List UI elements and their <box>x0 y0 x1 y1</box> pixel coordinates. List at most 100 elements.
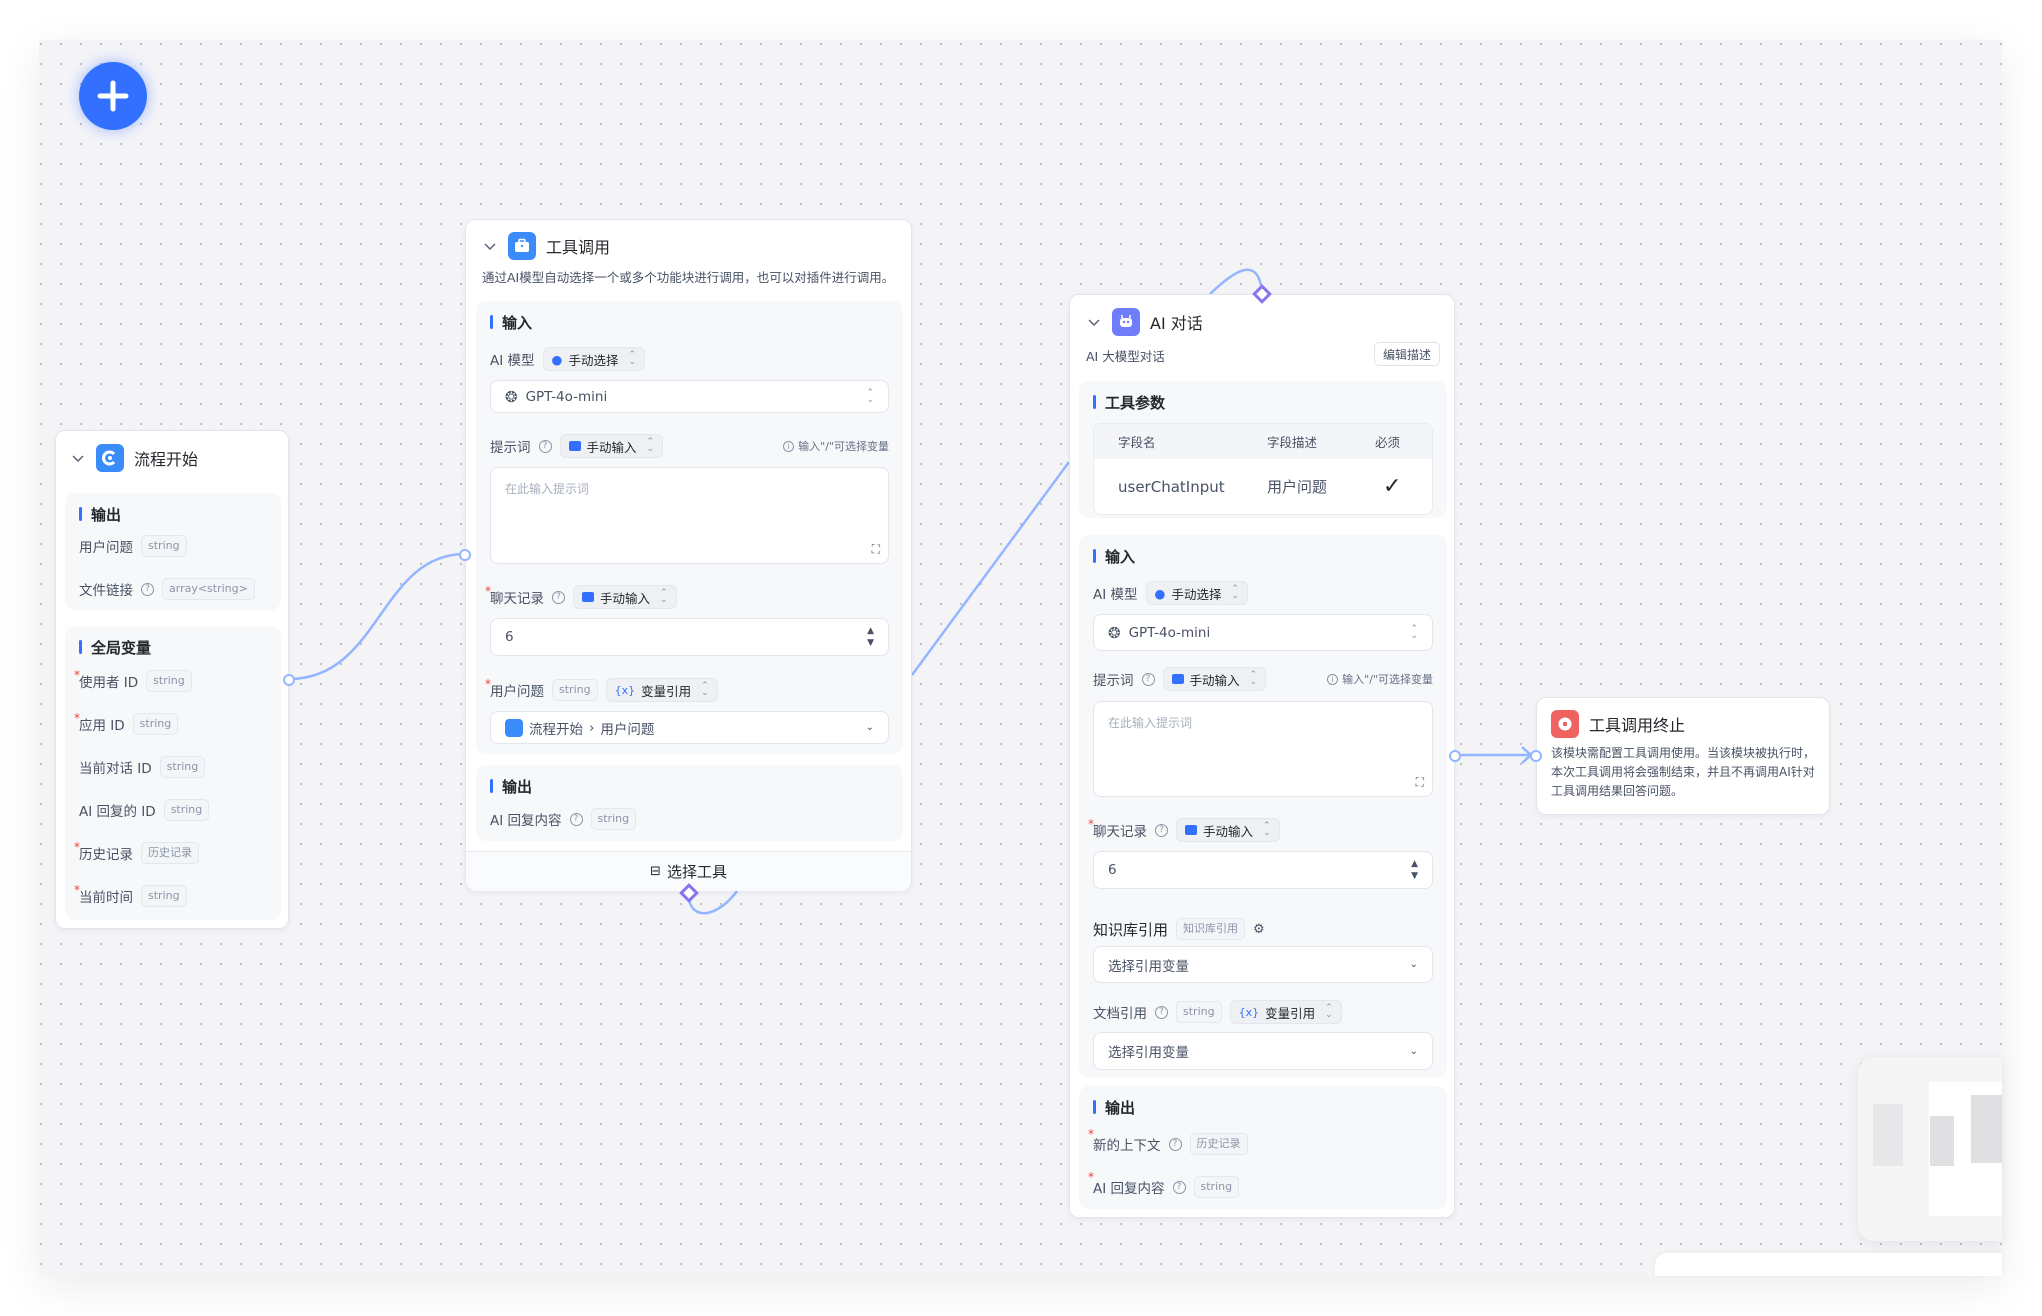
history-number-input[interactable]: 6 ▲ ▼ <box>490 618 889 656</box>
bottom-panel <box>1655 1253 2002 1276</box>
question-reference-select[interactable]: 流程开始 › 用户问题 ⌄ <box>490 711 889 744</box>
minimap[interactable] <box>1858 1057 2002 1241</box>
stepper-icon[interactable]: ▲ ▼ <box>1411 859 1418 881</box>
chevron-down-icon[interactable] <box>482 238 498 254</box>
settings-icon[interactable]: ⚙ <box>1253 921 1265 937</box>
type-tag: string <box>552 679 598 701</box>
output-section: 输出 用户问题 string 文件链接? array<string> <box>65 493 281 610</box>
flow-start-icon <box>96 444 124 472</box>
expand-icon[interactable]: ⛶ <box>871 542 880 556</box>
column-header: 字段名 <box>1118 435 1156 450</box>
text-input-icon <box>1171 674 1184 684</box>
start-node-header: 流程开始 <box>70 443 198 473</box>
help-icon[interactable]: ? <box>569 812 583 826</box>
knowledge-select[interactable]: 选择引用变量 ⌄ <box>1093 946 1433 983</box>
global-var-item: 当前对话 ID string <box>79 753 267 781</box>
robot-icon <box>1112 308 1140 336</box>
column-header: 字段描述 <box>1267 435 1318 450</box>
tool-input-handle[interactable] <box>459 549 471 561</box>
help-icon[interactable]: ? <box>538 439 552 453</box>
pill-label: 手动输入 <box>586 439 637 455</box>
knowledge-row: 知识库引用 知识库引用 ⚙ <box>1093 915 1433 943</box>
model-mode-select[interactable]: ● 手动选择 ⌃ ⌄ <box>542 347 645 371</box>
variable-icon: {x} <box>614 683 636 697</box>
item-label: 应用 ID <box>79 718 125 734</box>
history-row: 聊天记录? 手动输入 ⌃⌄ <box>1088 816 1433 844</box>
input-section: 输入 AI 模型 ● 手动选择 ⌃ ⌄ ❂ GPT-4o-mini ⌃ ⌄ 提示词? 手动输… <box>1079 535 1447 1078</box>
add-node-button[interactable] <box>79 62 147 130</box>
tool-call-end-node[interactable]: 工具调用终止 该模块需配置工具调用使用。当该模块被执行时，本次工具调用将会强制结… <box>1530 697 1830 815</box>
output-item: 用户问题 string <box>79 530 267 562</box>
sort-icon: ⌃ ⌄ <box>1249 670 1258 687</box>
hint-text: 输入"/"可选择变量 <box>1342 673 1433 686</box>
placeholder: 在此输入提示词 <box>1108 716 1193 730</box>
help-icon[interactable]: ? <box>1172 1180 1186 1194</box>
output-section: 输出 新的上下文? 历史记录 AI 回复内容? string <box>1079 1086 1447 1209</box>
question-mode-select[interactable]: {x} 变量引用 ⌃ ⌄ <box>605 678 718 702</box>
prompt-mode-select[interactable]: 手动输入 ⌃ ⌄ <box>1162 667 1267 691</box>
section-title: 工具参数 <box>1093 391 1433 413</box>
number-input-icon <box>582 592 594 602</box>
type-tag: string <box>1193 1176 1240 1198</box>
history-mode-select[interactable]: 手动输入 ⌃ ⌄ <box>573 585 677 609</box>
help-icon[interactable]: ? <box>1155 823 1168 837</box>
edit-description-button[interactable]: 编辑描述 <box>1373 342 1440 366</box>
stepper-icon[interactable]: ▲ ▼ <box>867 626 874 648</box>
type-tag: 知识库引用 <box>1176 918 1246 940</box>
prompt-textarea[interactable]: 在此输入提示词 ⛶ <box>1093 701 1433 797</box>
input-section: 输入 AI 模型 ● 手动选择 ⌃ ⌄ ❂ GPT-4o-mini ⌃ ⌄ 提示词? 手动输… <box>476 301 903 754</box>
label: 提示词 <box>1093 673 1134 689</box>
pill-label: 手动选择 <box>568 352 619 368</box>
help-icon[interactable]: ? <box>552 590 565 604</box>
sort-icon: ⌃ ⌄ <box>646 437 655 454</box>
help-icon[interactable]: ? <box>141 582 154 596</box>
type-tag: string <box>146 670 192 692</box>
history-mode-select[interactable]: 手动输入 ⌃ ⌄ <box>1176 818 1280 842</box>
robot-icon: ● <box>1154 585 1166 601</box>
doc-select[interactable]: 选择引用变量 ⌄ <box>1093 1032 1433 1070</box>
hint-text: 输入"/"可选择变量 <box>798 440 889 453</box>
number-value: 6 <box>1108 862 1117 878</box>
text-input-icon <box>568 441 581 451</box>
prompt-mode-select[interactable]: 手动输入 ⌃ ⌄ <box>559 434 664 458</box>
pill-label: 手动选择 <box>1171 586 1222 602</box>
workflow-canvas[interactable] <box>39 40 2002 1276</box>
ai-chat-node[interactable]: AI 对话 AI 大模型对话 编辑描述 工具参数 字段名 字段描述 必须 use… <box>1069 284 1461 1218</box>
select-placeholder: 选择引用变量 <box>1108 1045 1189 1061</box>
minimap-node <box>1873 1104 1903 1166</box>
help-icon[interactable]: ? <box>1155 1005 1168 1019</box>
check-icon: ✓ <box>1383 474 1402 499</box>
type-tag: 历史记录 <box>141 842 199 864</box>
item-label: 文件链接 <box>79 583 133 599</box>
tool-call-node[interactable]: 工具调用 通过AI模型自动选择一个或多个功能块进行调用，也可以对插件进行调用。 … <box>459 219 912 903</box>
model-select[interactable]: ❂ GPT-4o-mini ⌃ ⌄ <box>490 380 889 413</box>
sort-icon: ⌃ ⌄ <box>1231 584 1239 601</box>
end-input-handle[interactable] <box>1530 750 1542 762</box>
chevron-down-icon[interactable] <box>70 450 86 466</box>
chevron-down-icon[interactable] <box>1086 314 1102 330</box>
history-number-input[interactable]: 6 ▲ ▼ <box>1093 851 1433 889</box>
model-value: GPT-4o-mini <box>1128 624 1211 641</box>
doc-mode-select[interactable]: {x} 变量引用 ⌃ ⌄ <box>1229 1000 1342 1024</box>
start-output-handle[interactable] <box>283 674 295 686</box>
button-label: 选择工具 <box>666 863 727 881</box>
ai-output-handle[interactable] <box>1449 750 1461 762</box>
model-mode-select[interactable]: ● 手动选择 ⌃ ⌄ <box>1145 581 1248 605</box>
edge-tool-to-ai <box>910 461 1071 676</box>
model-select[interactable]: ❂ GPT-4o-mini ⌃ ⌄ <box>1093 614 1433 651</box>
cell-name: userChatInput <box>1118 477 1225 496</box>
end-node-header: 工具调用终止 <box>1551 709 1685 739</box>
label: 用户问题 <box>490 684 544 700</box>
help-icon[interactable]: ? <box>1168 1137 1182 1151</box>
type-tag: string <box>163 799 210 821</box>
expand-icon[interactable]: ⛶ <box>1415 775 1424 789</box>
help-icon[interactable]: ? <box>1141 672 1155 686</box>
ref-node: 流程开始 <box>529 721 583 738</box>
question-row: 用户问题 string {x} 变量引用 ⌃⌄ <box>485 676 889 704</box>
global-var-item: AI 回复的 ID string <box>79 796 267 824</box>
ref-field: 用户问题 <box>600 721 655 738</box>
prompt-textarea[interactable]: 在此输入提示词 ⛶ <box>490 467 889 564</box>
prompt-row: 提示词? 手动输入 ⌃ ⌄ i 输入"/"可选择变量 <box>490 432 889 460</box>
start-node[interactable]: 流程开始 输出 用户问题 string 文件链接? array<string> 全局… <box>55 430 295 929</box>
